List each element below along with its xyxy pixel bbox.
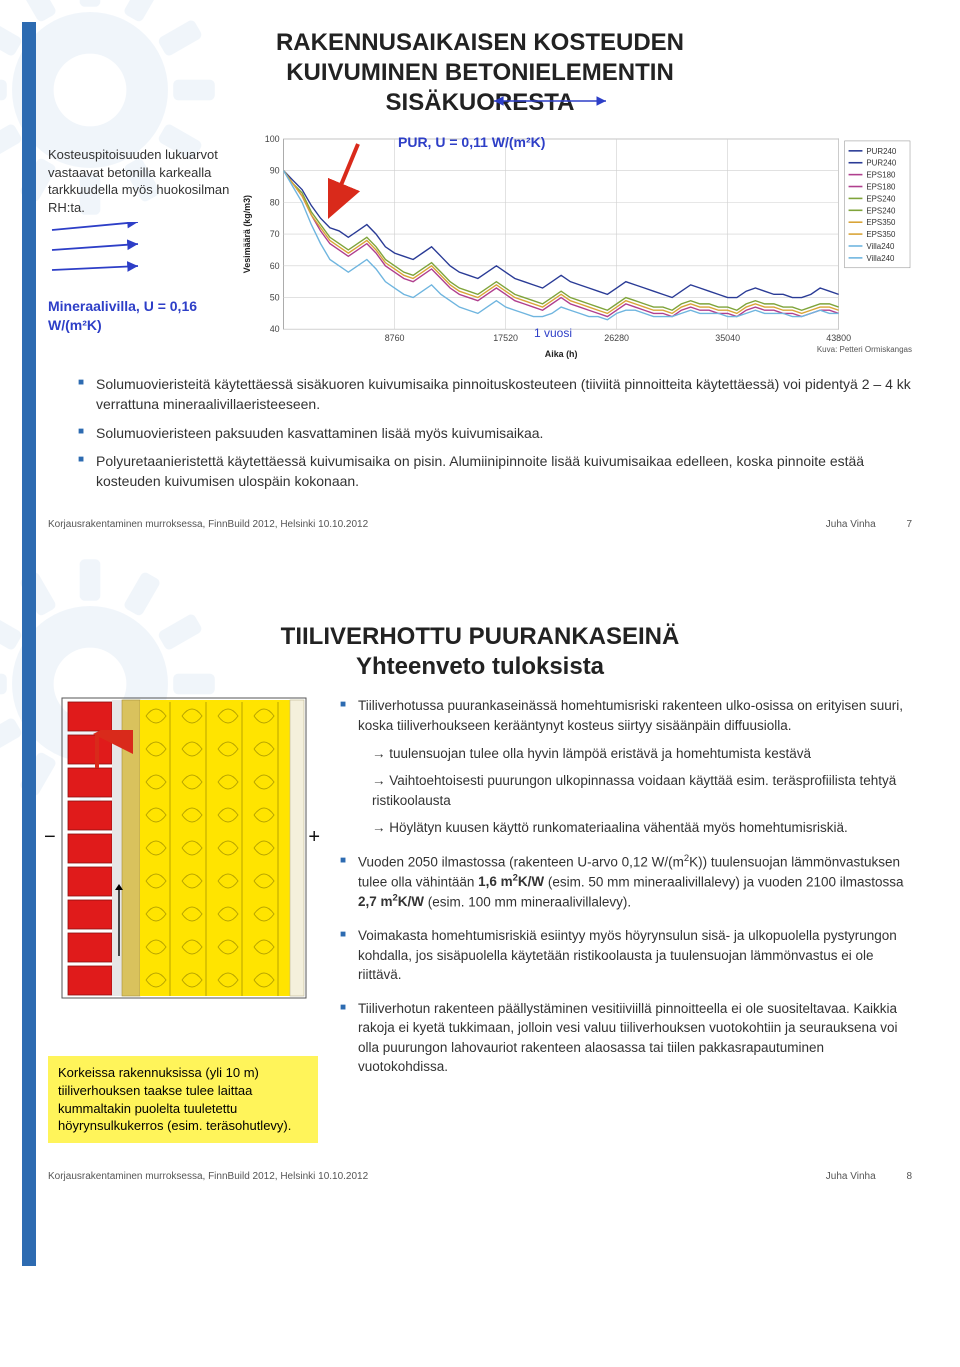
arrow-line: Höylätyn kuusen käyttö runkomateriaalina… [372, 818, 912, 838]
left-annotation: Kosteuspitoisuuden lukuarvot vastaavat b… [48, 130, 238, 335]
bullet-item: Tiiliverhotussa puurankaseinässä homehtu… [340, 696, 912, 837]
svg-text:100: 100 [265, 134, 280, 144]
bullet-list: Solumuovieristeitä käytettäessä sisäkuor… [48, 374, 912, 491]
mineral-wool-label: Mineraalivilla, U = 0,16 W/(m²K) [48, 297, 238, 335]
accent-bar [22, 22, 36, 632]
footer-author: Juha Vinha [826, 1171, 876, 1182]
slide-2: TIILIVERHOTTU PUURANKASEINÄ Yhteenveto t… [0, 594, 960, 1205]
svg-text:90: 90 [270, 166, 280, 176]
chart-row: Kosteuspitoisuuden lukuarvot vastaavat b… [48, 130, 912, 360]
title-line-2: KUIVUMINEN BETONIELEMENTIN [286, 59, 674, 86]
footer-right: Juha Vinha 7 [798, 519, 912, 530]
bullet-item: Voimakasta homehtumisriskiä esiintyy myö… [340, 926, 912, 985]
svg-text:50: 50 [270, 293, 280, 303]
bullet-item: Vuoden 2050 ilmastossa (rakenteen U-arvo… [340, 852, 912, 912]
one-year-arrow-icon [490, 94, 960, 324]
bullet-item: Tiiliverhotun rakenteen päällystäminen v… [340, 999, 912, 1077]
bullet-item: Polyuretaanieristettä käytettäessä kuivu… [78, 451, 912, 492]
wall-section-diagram: − + [48, 696, 318, 1016]
one-year-label: 1 vuosi [534, 326, 572, 340]
slide-1: RAKENNUSAIKAISEN KOSTEUDEN KUIVUMINEN BE… [0, 0, 960, 554]
svg-text:70: 70 [270, 229, 280, 239]
footer-author: Juha Vinha [826, 519, 876, 530]
bullet-item: Solumuovieristeen paksuuden kasvattamine… [78, 423, 912, 443]
slide-footer: Korjausrakentaminen murroksessa, FinnBui… [48, 1171, 912, 1182]
slide-title: TIILIVERHOTTU PUURANKASEINÄ Yhteenveto t… [48, 622, 912, 682]
bullet-lead: Voimakasta homehtumisriskiä esiintyy myö… [358, 926, 912, 985]
footer-left: Korjausrakentaminen murroksessa, FinnBui… [48, 519, 368, 530]
footer-page-num: 8 [906, 1171, 912, 1182]
title-line-2: Yhteenveto tuloksista [356, 653, 604, 680]
line-chart: PUR, U = 0,11 W/(m²K) 405060708090100876… [238, 130, 912, 360]
red-up-arrow-icon [82, 730, 352, 1050]
minus-sign: − [44, 826, 56, 849]
svg-text:Vesimäärä (kg/m3): Vesimäärä (kg/m3) [242, 195, 252, 273]
svg-text:80: 80 [270, 197, 280, 207]
bullet-item: Solumuovieristeitä käytettäessä sisäkuor… [78, 374, 912, 415]
yellow-callout: Korkeissa rakennuksissa (yli 10 m) tiili… [48, 1056, 318, 1142]
title-line-1: RAKENNUSAIKAISEN KOSTEUDEN [276, 29, 684, 56]
bullet-list: Tiiliverhotussa puurankaseinässä homehtu… [340, 696, 912, 1077]
slide-footer: Korjausrakentaminen murroksessa, FinnBui… [48, 519, 912, 530]
text-column: Tiiliverhotussa puurankaseinässä homehtu… [340, 696, 912, 1142]
arrow-line: tuulensuojan tulee olla hyvin lämpöä eri… [372, 744, 912, 764]
humidity-note: Kosteuspitoisuuden lukuarvot vastaavat b… [48, 146, 238, 216]
slide-body: − + Korkeissa rakennuksissa (yli 10 m) t… [48, 696, 912, 1142]
accent-bar [22, 616, 36, 1266]
arrow-line: Vaihtoehtoisesti puurungon ulkopinnassa … [372, 771, 912, 810]
bullet-lead: Tiiliverhotussa puurankaseinässä homehtu… [358, 696, 912, 735]
footer-left: Korjausrakentaminen murroksessa, FinnBui… [48, 1171, 368, 1182]
title-line-1: TIILIVERHOTTU PUURANKASEINÄ [281, 623, 680, 650]
footer-right: Juha Vinha 8 [798, 1171, 912, 1182]
bullet-lead: Tiiliverhotun rakenteen päällystäminen v… [358, 999, 912, 1077]
footer-page-num: 7 [906, 519, 912, 530]
image-credit: Kuva: Petteri Ormiskangas [817, 345, 912, 354]
wall-column: − + Korkeissa rakennuksissa (yli 10 m) t… [48, 696, 318, 1142]
arrow-icon [48, 222, 148, 282]
svg-text:40: 40 [270, 324, 280, 334]
svg-text:60: 60 [270, 261, 280, 271]
bullet-lead: Vuoden 2050 ilmastossa (rakenteen U-arvo… [358, 852, 912, 912]
